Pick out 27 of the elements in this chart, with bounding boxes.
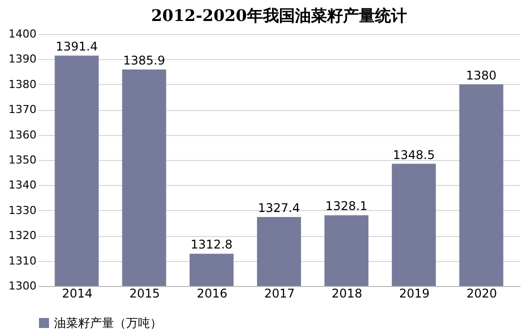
x-tick-label: 2017 (264, 286, 295, 300)
data-label: 1312.8 (190, 238, 233, 252)
y-tick-label: 1400 (8, 28, 36, 40)
data-label: 1327.4 (258, 200, 300, 215)
legend-label: 油菜籽产量（万吨） (54, 316, 162, 330)
y-tick-label: 1350 (8, 154, 36, 166)
data-label: 1385.9 (123, 54, 166, 68)
data-label: 1380 (466, 68, 497, 82)
x-tick-label: 2015 (129, 286, 160, 300)
x-tick-label: 2020 (466, 286, 498, 300)
data-label: 1391.4 (56, 40, 98, 54)
x-tick-label: 2019 (399, 286, 430, 300)
x-tick-label: 2018 (332, 286, 362, 300)
y-tick-label: 1320 (8, 229, 36, 242)
data-label: 1328.1 (325, 199, 368, 214)
y-tick-label: 1360 (8, 128, 36, 142)
y-tick-label: 1300 (8, 280, 36, 292)
y-tick-label: 1310 (8, 254, 36, 268)
x-tick-label: 2014 (62, 286, 92, 300)
y-tick-label: 1380 (8, 78, 36, 91)
y-tick-label: 1370 (8, 103, 36, 116)
data-label: 1348.5 (392, 148, 435, 162)
chart-title: 2012-2020年我国油菜籽产量统计 (151, 6, 407, 25)
y-tick-label: 1330 (8, 204, 36, 217)
x-tick-label: 2016 (196, 286, 228, 300)
y-tick-label: 1340 (8, 178, 36, 192)
y-tick-label: 1390 (8, 52, 36, 66)
